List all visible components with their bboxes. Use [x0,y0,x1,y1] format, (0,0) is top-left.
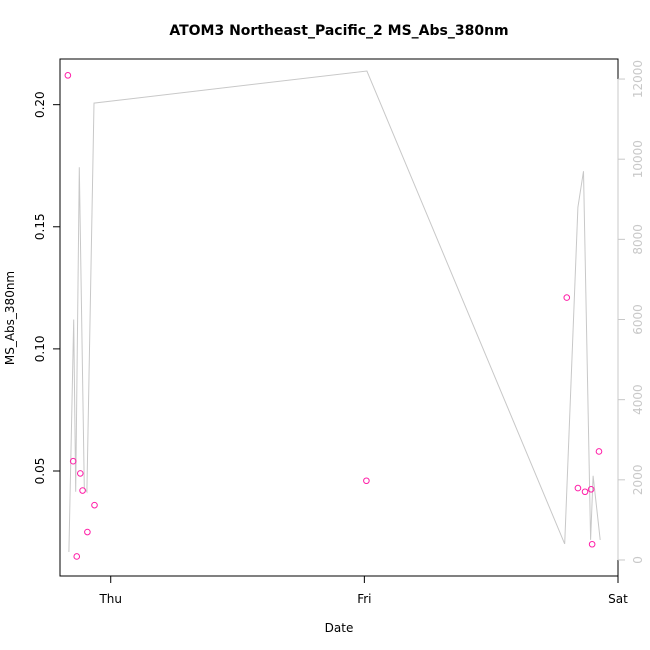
data-point [581,488,589,496]
series-points [64,72,603,560]
data-point [587,486,595,493]
y-right-tick-label: 4000 [631,384,645,415]
y-left-tick-label: 0.20 [33,91,47,118]
chart-title: ATOM3 Northeast_Pacific_2 MS_Abs_380nm [169,23,508,39]
data-point [76,470,84,477]
data-point [69,457,77,465]
y-right-tick-label: 2000 [631,465,645,496]
data-point [91,501,98,509]
y-axis-label: MS_Abs_380nm [3,271,17,365]
data-point [595,448,603,455]
y-axis-right: 0 2000 4000 6000 8000 10000 12000 [617,60,645,564]
x-tick-label: Thu [98,592,122,606]
series-line [68,70,601,553]
y-left-tick-label: 0.15 [33,213,47,240]
data-point [64,72,72,79]
series-line-path [68,70,601,553]
x-axis: Thu Fri Sat [98,575,628,606]
data-point [79,487,86,494]
data-point [574,484,582,492]
y-right-tick-label: 10000 [631,140,645,178]
y-right-tick-label: 12000 [631,60,645,98]
data-point [363,477,370,485]
data-point [563,294,571,301]
y-left-tick-label: 0.05 [33,458,47,485]
x-axis-label: Date [325,621,354,635]
y-right-tick-label: 6000 [631,304,645,335]
y-right-tick-label: 0 [631,556,645,564]
x-tick-label: Fri [357,592,371,606]
data-point [84,528,91,536]
x-tick-label: Sat [608,592,628,606]
y-right-tick-label: 8000 [631,224,645,255]
y-left-tick-label: 0.10 [33,336,47,363]
data-point [588,540,596,548]
y-axis-left: 0.05 0.10 0.15 0.20 [33,91,61,485]
data-point [73,553,81,560]
